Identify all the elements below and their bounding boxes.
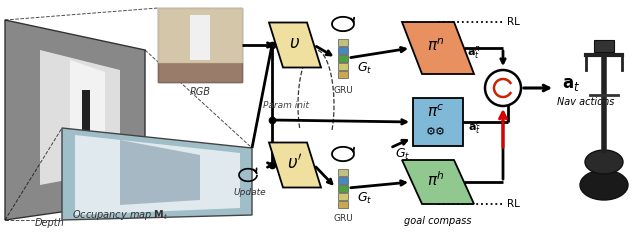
Bar [338,39,348,46]
Bar [338,177,348,184]
Text: ⚙⚙: ⚙⚙ [426,127,446,137]
Text: $\pi^c$: $\pi^c$ [427,104,445,120]
Polygon shape [75,135,240,215]
Text: RGB: RGB [189,87,211,97]
Text: $\mathbf{a}_t$: $\mathbf{a}_t$ [562,75,580,93]
Polygon shape [269,23,321,67]
Polygon shape [62,128,252,220]
Text: $\upsilon$: $\upsilon$ [289,34,301,52]
Text: RL: RL [507,199,520,209]
Polygon shape [70,60,105,168]
Text: GRU: GRU [333,86,353,95]
Circle shape [485,70,521,106]
Text: goal compass: goal compass [404,216,472,226]
Polygon shape [5,20,145,220]
Ellipse shape [585,150,623,174]
Bar [338,185,348,192]
Text: $\pi^n$: $\pi^n$ [427,38,445,54]
Text: $\upsilon'$: $\upsilon'$ [287,154,303,173]
Text: $G_t$: $G_t$ [357,191,372,205]
Bar [413,98,463,146]
Polygon shape [269,143,321,187]
Bar [338,169,348,176]
Bar [338,201,348,208]
Text: Nav actions: Nav actions [557,97,614,107]
Ellipse shape [580,170,628,200]
Text: Depth: Depth [35,218,65,228]
Text: Param init: Param init [263,101,309,109]
Text: Update: Update [234,188,266,197]
Polygon shape [40,50,120,185]
Text: Occupancy map $\mathbf{M}_t$: Occupancy map $\mathbf{M}_t$ [72,208,168,222]
Text: $\pi^h$: $\pi^h$ [427,171,445,189]
Text: $G_t$: $G_t$ [396,146,411,162]
Text: GRU: GRU [333,214,353,223]
Text: $\mathbf{a}_t^c$: $\mathbf{a}_t^c$ [468,119,482,136]
Text: $G_t$: $G_t$ [357,60,372,76]
Text: $\mathbf{a}_t^n$: $\mathbf{a}_t^n$ [467,44,481,61]
Bar [158,8,242,82]
Bar [338,63,348,70]
Polygon shape [120,140,200,205]
Polygon shape [190,15,210,60]
Bar [338,71,348,78]
Bar [338,55,348,62]
Polygon shape [402,160,474,204]
Bar [338,193,348,200]
Text: RL: RL [507,17,520,27]
Polygon shape [82,90,90,140]
Polygon shape [402,22,474,74]
Bar [338,47,348,54]
Bar [594,40,614,52]
